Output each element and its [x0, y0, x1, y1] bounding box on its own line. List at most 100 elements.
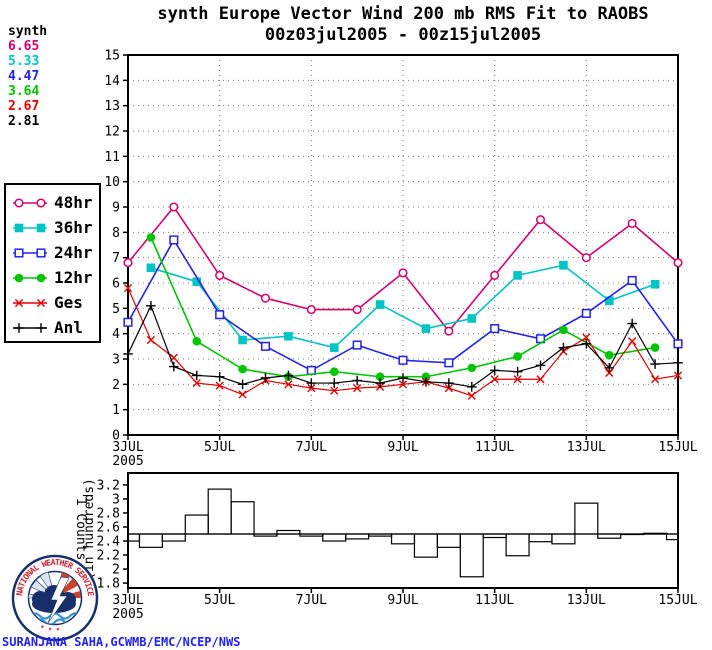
axis-label: 11JUL	[475, 440, 514, 455]
legend-label: Anl	[54, 318, 83, 337]
counts-bar	[184, 514, 209, 535]
axis-label: 2.6	[97, 520, 120, 535]
axis-label: 10	[104, 175, 120, 190]
counts-bar	[276, 529, 301, 535]
counts-bar	[368, 533, 393, 537]
axis-label: 4	[112, 327, 120, 342]
legend-label: 36hr	[54, 218, 93, 237]
counts-bar	[345, 533, 370, 540]
series-mean-panel: synth 6.65 5.33 4.47 3.64 2.67 2.81	[8, 24, 47, 129]
axis-label: 5JUL	[204, 440, 235, 455]
series-mean-value: 4.47	[8, 69, 40, 84]
counts-ylabel-line2: (in hundreds)	[82, 478, 97, 580]
series-mean-value: 5.33	[8, 54, 40, 69]
logo-stars: ★ ★ ★	[39, 622, 61, 633]
legend-label: 24hr	[54, 243, 93, 262]
axis-label: 15	[104, 49, 120, 64]
axis-label: 7JUL	[296, 440, 327, 455]
legend-marker-sample	[13, 247, 47, 258]
axis-label: 5	[112, 302, 120, 317]
series-48hr	[123, 202, 683, 336]
legend-entry-48hr: 48hr	[6, 190, 99, 215]
counts-bar	[643, 532, 668, 535]
axis-label: 14	[104, 74, 120, 89]
counts-bar	[207, 488, 232, 535]
counts-bar	[505, 533, 530, 557]
axis-label: 2.8	[97, 506, 120, 521]
axis-label: 13JUL	[567, 593, 606, 608]
axis-label: 3	[112, 492, 120, 507]
counts-bar	[253, 533, 278, 537]
series-mean-value: 2.81	[8, 114, 40, 129]
axis-label: 3JUL	[112, 593, 143, 608]
axis-label: 15JUL	[658, 593, 697, 608]
counts-bar	[161, 533, 186, 542]
legend-marker-sample	[13, 223, 47, 232]
counts-bar	[665, 533, 679, 541]
axis-label: 13	[104, 99, 120, 114]
counts-bar	[459, 533, 484, 578]
legend-entry-12hr: 12hr	[6, 265, 99, 290]
series-anl	[123, 301, 683, 392]
axis-label: 3	[112, 353, 120, 368]
legend-marker-sample	[13, 197, 47, 208]
legend-label: Ges	[54, 293, 83, 312]
legend-entry-anl: Anl	[6, 315, 99, 340]
axis-label: 13JUL	[567, 440, 606, 455]
axis-label: 6	[112, 277, 120, 292]
legend-box: 48hr 36hr 24hr 12hr Ges Anl	[4, 183, 101, 343]
counts-bar	[528, 533, 553, 543]
axis-label: 8	[112, 226, 120, 241]
axis-label: 9JUL	[387, 440, 418, 455]
counts-bar	[299, 533, 324, 537]
counts-bar	[127, 533, 141, 542]
series-24hr	[123, 235, 683, 375]
series-ges	[123, 283, 683, 400]
legend-marker-sample	[13, 298, 47, 307]
stats-label: synth	[8, 24, 48, 39]
axis-label: 9JUL	[387, 593, 418, 608]
axis-label: 1.8	[97, 577, 120, 592]
chart-title-line1: synth Europe Vector Wind 200 mb RMS Fit …	[157, 4, 649, 24]
axis-label: 3.2	[97, 478, 120, 493]
counts-bar	[322, 533, 347, 542]
legend-label: 12hr	[54, 268, 93, 287]
logo-artwork	[28, 571, 81, 625]
legend-entry-ges: Ges	[6, 290, 99, 315]
chart-title-line2: 00z03jul2005 - 00z15jul2005	[264, 25, 542, 45]
axis-label: 0	[112, 429, 120, 444]
counts-bar	[230, 501, 255, 535]
counts-bar	[574, 502, 599, 535]
axis-label: 7JUL	[296, 593, 327, 608]
nws-logo: NATIONAL WEATHER SERVICE ★ ★ ★	[11, 554, 99, 642]
axis-label: 2	[112, 563, 120, 578]
counts-bar	[138, 533, 163, 548]
series-mean-value: 3.64	[8, 84, 40, 99]
series-mean-value: 6.65	[8, 39, 40, 54]
axis-label: 2005	[112, 454, 143, 469]
axis-label: 7	[112, 251, 120, 266]
counts-bar	[597, 533, 622, 539]
axis-label: 11JUL	[475, 593, 514, 608]
lightning-bolt-icon	[47, 576, 70, 624]
counts-bar	[436, 533, 461, 548]
counts-bar	[482, 533, 507, 539]
counts-bar	[551, 533, 576, 545]
counts-bar	[390, 533, 416, 545]
series-36hr	[146, 260, 660, 352]
axis-label: 12	[104, 125, 120, 140]
axis-label: 9	[112, 201, 120, 216]
counts-bar	[413, 533, 438, 558]
axis-label: 1	[112, 403, 120, 418]
counts-bar	[620, 533, 645, 536]
counts-ylabel-line1: 1 Counts	[73, 498, 88, 561]
axis-label: 3JUL	[112, 440, 143, 455]
axis-label: 5JUL	[204, 593, 235, 608]
legend-entry-36hr: 36hr	[6, 215, 99, 240]
legend-entry-24hr: 24hr	[6, 240, 99, 265]
legend-marker-sample	[13, 322, 47, 333]
